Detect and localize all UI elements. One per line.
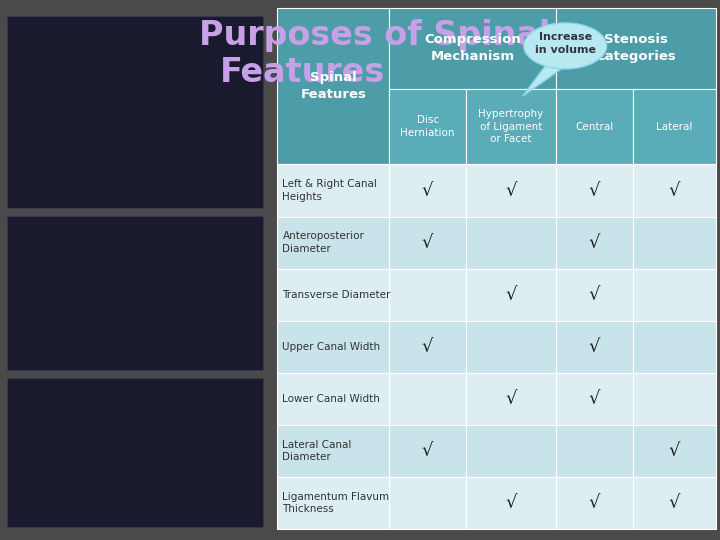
Ellipse shape: [524, 23, 606, 69]
FancyBboxPatch shape: [7, 378, 263, 526]
Text: Left & Right Canal
Heights: Left & Right Canal Heights: [282, 179, 377, 201]
Text: Compression
Mechanism: Compression Mechanism: [424, 33, 521, 64]
Text: Upper Canal Width: Upper Canal Width: [282, 342, 381, 352]
Text: Spinal
Features: Spinal Features: [300, 71, 366, 102]
FancyBboxPatch shape: [633, 89, 716, 164]
Text: Lateral: Lateral: [657, 122, 693, 132]
FancyBboxPatch shape: [277, 477, 390, 529]
FancyBboxPatch shape: [633, 269, 716, 321]
FancyBboxPatch shape: [277, 373, 390, 425]
Text: Anteroposterior
Diameter: Anteroposterior Diameter: [282, 232, 364, 254]
Polygon shape: [523, 63, 569, 96]
FancyBboxPatch shape: [277, 217, 390, 269]
Text: Increase
in volume: Increase in volume: [535, 32, 595, 55]
Text: √: √: [505, 181, 517, 199]
FancyBboxPatch shape: [633, 217, 716, 269]
FancyBboxPatch shape: [466, 425, 556, 477]
Text: Ligamentum Flavum
Thickness: Ligamentum Flavum Thickness: [282, 492, 390, 514]
FancyBboxPatch shape: [466, 89, 556, 164]
Text: √: √: [422, 181, 433, 199]
FancyBboxPatch shape: [556, 217, 633, 269]
FancyBboxPatch shape: [7, 16, 263, 208]
Text: √: √: [505, 286, 517, 303]
Text: √: √: [505, 390, 517, 408]
FancyBboxPatch shape: [390, 373, 466, 425]
FancyBboxPatch shape: [556, 89, 633, 164]
FancyBboxPatch shape: [633, 477, 716, 529]
FancyBboxPatch shape: [556, 164, 633, 217]
Text: √: √: [589, 181, 600, 199]
FancyBboxPatch shape: [466, 321, 556, 373]
FancyBboxPatch shape: [466, 477, 556, 529]
Text: √: √: [505, 494, 517, 512]
FancyBboxPatch shape: [556, 425, 633, 477]
Text: √: √: [422, 234, 433, 252]
FancyBboxPatch shape: [390, 269, 466, 321]
Text: Transverse Diameter: Transverse Diameter: [282, 289, 391, 300]
Text: √: √: [669, 494, 680, 512]
Text: √: √: [589, 286, 600, 303]
FancyBboxPatch shape: [556, 373, 633, 425]
FancyBboxPatch shape: [633, 373, 716, 425]
Text: √: √: [589, 234, 600, 252]
FancyBboxPatch shape: [390, 425, 466, 477]
FancyBboxPatch shape: [556, 321, 633, 373]
FancyBboxPatch shape: [390, 217, 466, 269]
Text: √: √: [669, 181, 680, 199]
FancyBboxPatch shape: [466, 217, 556, 269]
FancyBboxPatch shape: [633, 321, 716, 373]
Text: √: √: [589, 338, 600, 356]
Text: √: √: [669, 442, 680, 460]
FancyBboxPatch shape: [466, 373, 556, 425]
FancyBboxPatch shape: [390, 89, 466, 164]
FancyBboxPatch shape: [277, 8, 390, 164]
Text: √: √: [589, 494, 600, 512]
Text: Features: Features: [220, 56, 385, 90]
Text: √: √: [589, 390, 600, 408]
FancyBboxPatch shape: [277, 425, 390, 477]
FancyBboxPatch shape: [277, 269, 390, 321]
Text: √: √: [422, 338, 433, 356]
FancyBboxPatch shape: [277, 164, 390, 217]
Text: √: √: [422, 442, 433, 460]
FancyBboxPatch shape: [556, 477, 633, 529]
FancyBboxPatch shape: [390, 321, 466, 373]
FancyBboxPatch shape: [277, 321, 390, 373]
FancyBboxPatch shape: [556, 269, 633, 321]
FancyBboxPatch shape: [390, 164, 466, 217]
FancyBboxPatch shape: [390, 8, 556, 89]
Text: Central: Central: [575, 122, 613, 132]
Text: Disc
Herniation: Disc Herniation: [400, 116, 455, 138]
Text: Lateral Canal
Diameter: Lateral Canal Diameter: [282, 440, 352, 462]
Text: Stenosis
Categories: Stenosis Categories: [596, 33, 677, 64]
Text: Purposes of Spinal: Purposes of Spinal: [199, 18, 550, 52]
FancyBboxPatch shape: [633, 425, 716, 477]
FancyBboxPatch shape: [556, 8, 716, 89]
FancyBboxPatch shape: [7, 216, 263, 370]
FancyBboxPatch shape: [390, 477, 466, 529]
FancyBboxPatch shape: [633, 164, 716, 217]
FancyBboxPatch shape: [466, 164, 556, 217]
Text: Lower Canal Width: Lower Canal Width: [282, 394, 380, 404]
Text: Hypertrophy
of Ligament
or Facet: Hypertrophy of Ligament or Facet: [479, 109, 544, 144]
FancyBboxPatch shape: [466, 269, 556, 321]
